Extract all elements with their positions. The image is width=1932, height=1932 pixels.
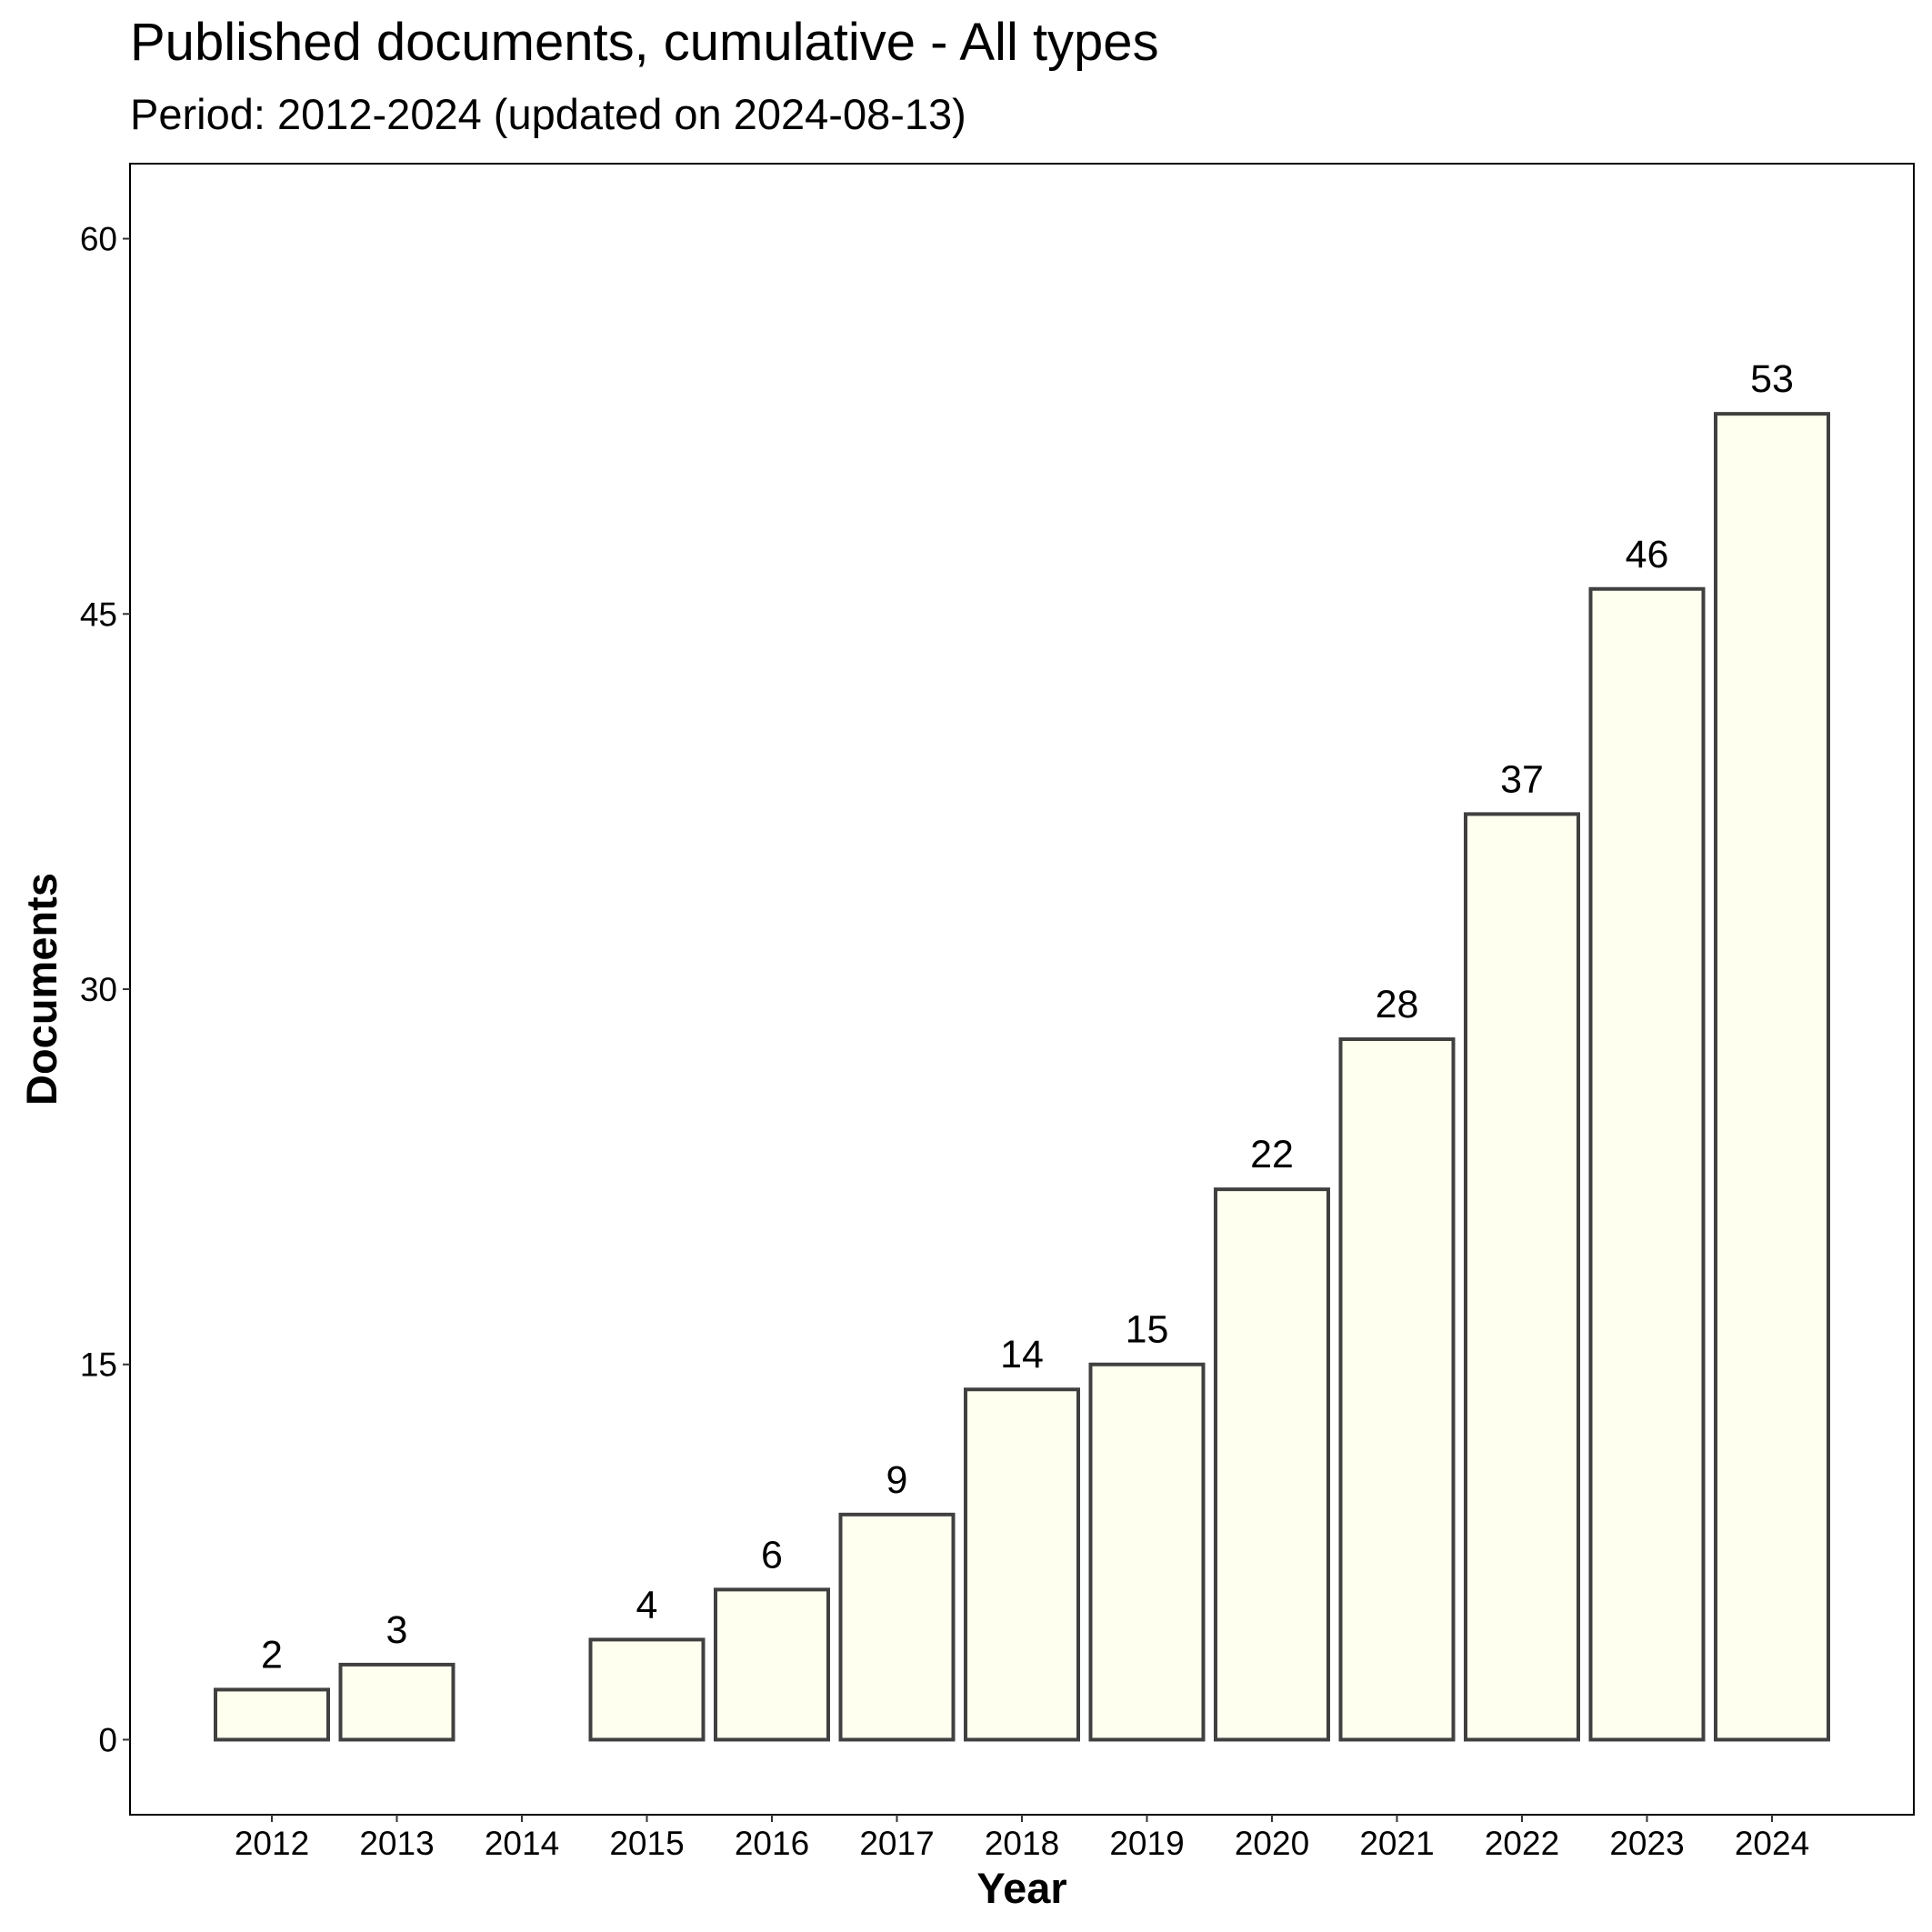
x-axis: 2012 2013 2014 2015 2016 2017 2018 2019 2020 2021… xyxy=(235,1815,1809,1862)
y-tick-label: 30 xyxy=(80,971,117,1008)
bar-2017 xyxy=(838,1512,956,1742)
data-label-2013: 3 xyxy=(386,1608,408,1652)
x-tick-label: 2021 xyxy=(1359,1825,1434,1862)
data-label-2022: 37 xyxy=(1500,757,1544,801)
bar-2016 xyxy=(714,1587,830,1742)
y-tick-label: 15 xyxy=(80,1346,117,1384)
x-tick-label: 2018 xyxy=(985,1825,1059,1862)
bar-2018 xyxy=(964,1387,1080,1742)
chart-subtitle: Period: 2012-2024 (updated on 2024-08-13… xyxy=(130,90,966,138)
x-tick-label: 2024 xyxy=(1735,1825,1809,1862)
data-label-2024: 53 xyxy=(1750,357,1794,401)
x-tick-label: 2016 xyxy=(735,1825,809,1862)
x-tick-label: 2015 xyxy=(609,1825,684,1862)
data-label-2018: 14 xyxy=(1000,1333,1044,1376)
x-tick-label: 2014 xyxy=(485,1825,559,1862)
x-tick-label: 2023 xyxy=(1609,1825,1684,1862)
bar-2024 xyxy=(1714,412,1830,1742)
bar-2022 xyxy=(1464,812,1580,1742)
bar-2015 xyxy=(588,1637,706,1742)
data-label-2020: 22 xyxy=(1250,1133,1294,1176)
x-tick-label: 2020 xyxy=(1235,1825,1309,1862)
bar-2012 xyxy=(214,1687,330,1742)
y-axis: 0 15 30 45 60 xyxy=(80,221,130,1758)
y-tick-label: 0 xyxy=(98,1721,117,1758)
bar-2019 xyxy=(1088,1362,1206,1742)
x-tick-label: 2022 xyxy=(1485,1825,1559,1862)
data-label-2016: 6 xyxy=(761,1533,783,1577)
x-tick-label: 2019 xyxy=(1109,1825,1184,1862)
bar-2023 xyxy=(1588,586,1706,1742)
x-tick-label: 2017 xyxy=(859,1825,934,1862)
x-axis-title: Year xyxy=(976,1864,1066,1912)
bar-2020 xyxy=(1214,1187,1330,1742)
x-tick-label: 2012 xyxy=(235,1825,309,1862)
y-axis-title: Documents xyxy=(17,873,65,1106)
data-label-2019: 15 xyxy=(1126,1308,1169,1352)
chart-title: Published documents, cumulative - All ty… xyxy=(130,13,1159,72)
bar-2021 xyxy=(1338,1037,1456,1742)
data-label-2015: 4 xyxy=(636,1583,658,1627)
bars xyxy=(214,412,1830,1742)
x-tick-label: 2013 xyxy=(359,1825,434,1862)
data-label-2017: 9 xyxy=(886,1458,908,1502)
data-label-2021: 28 xyxy=(1376,983,1419,1026)
data-label-2023: 46 xyxy=(1626,533,1669,576)
bar-2013 xyxy=(338,1662,455,1742)
y-tick-label: 45 xyxy=(80,596,117,633)
y-tick-label: 60 xyxy=(80,221,117,258)
data-label-2012: 2 xyxy=(261,1633,283,1677)
